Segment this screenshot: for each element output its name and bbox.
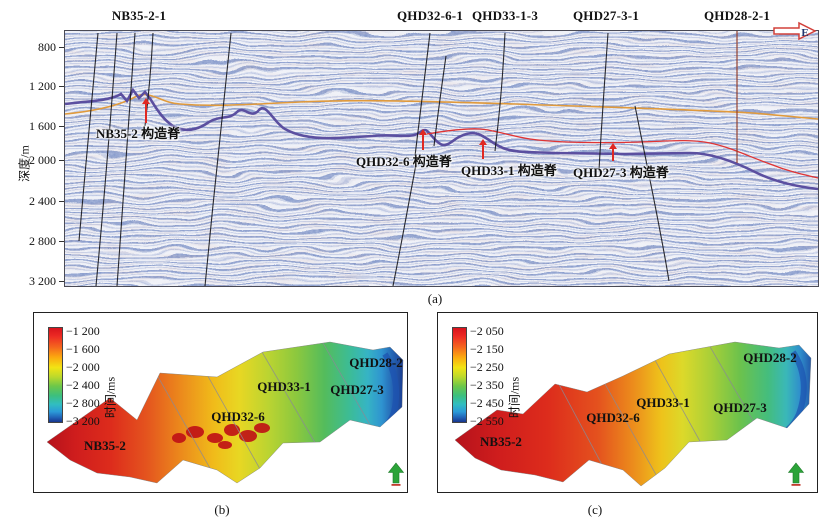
ridge-arrow-qhd27-3 bbox=[609, 143, 617, 161]
map-b-label-nb35-2: NB35-2 bbox=[84, 438, 126, 453]
north-arrow-b-icon bbox=[388, 462, 405, 486]
ridge-note-qhd27-3: QHD27-3 构造脊 bbox=[573, 165, 669, 180]
well-label-qhd32-6-1: QHD32-6-1 bbox=[396, 8, 464, 23]
colorbar-b-tick: −1 200 bbox=[66, 324, 100, 338]
map-b-label-qhd33-1: QHD33-1 bbox=[257, 379, 311, 394]
colorbar-c-tick: −2 550 bbox=[470, 414, 504, 428]
colorbar-b-tick: −2 000 bbox=[66, 360, 100, 374]
depth-tick-2000: 2 000 bbox=[29, 153, 56, 167]
seismic-section-image bbox=[65, 31, 818, 286]
depth-tick-3200: 3 200 bbox=[29, 274, 56, 288]
map-b-image bbox=[46, 341, 404, 484]
horizon-purple bbox=[65, 87, 818, 191]
map-c-image bbox=[454, 341, 812, 487]
well-label-nb35-2-1: NB35-2-1 bbox=[111, 8, 167, 23]
well-label-qhd28-2-1: QHD28-2-1 bbox=[703, 8, 771, 23]
ridge-arrow-nb35-2 bbox=[142, 98, 150, 123]
horizon-red bbox=[426, 128, 818, 179]
ridge-note-qhd33-1: QHD33-1 构造脊 bbox=[461, 163, 557, 178]
colorbar-c bbox=[452, 327, 467, 423]
colorbar-b-tick: −3 200 bbox=[66, 414, 100, 428]
map-c-label-qhd28-2: QHD28-2 bbox=[743, 350, 797, 365]
colorbar-c-tick: −2 050 bbox=[470, 324, 504, 338]
map-b-surface bbox=[46, 341, 404, 484]
ridge-note-qhd32-6: QHD32-6 构造脊 bbox=[356, 154, 452, 169]
colorbar-b-title: 时间/ms bbox=[103, 376, 118, 419]
colorbar-c-tick: −2 250 bbox=[470, 360, 504, 374]
well-label-qhd27-3-1: QHD27-3-1 bbox=[572, 8, 640, 23]
map-b-label-qhd32-6: QHD32-6 bbox=[211, 409, 265, 424]
depth-tickmark bbox=[59, 126, 64, 127]
map-c-label-qhd27-3: QHD27-3 bbox=[713, 400, 767, 415]
east-label: E bbox=[801, 27, 808, 39]
map-b-label-qhd27-3: QHD27-3 bbox=[330, 382, 384, 397]
well-label-qhd33-1-3: QHD33-1-3 bbox=[471, 8, 539, 23]
ridge-arrow-qhd32-6 bbox=[419, 129, 427, 150]
colorbar-b bbox=[48, 327, 63, 423]
ridge-note-nb35-2: NB35-2 构造脊 bbox=[96, 126, 181, 141]
depth-tickmark bbox=[59, 241, 64, 242]
horizon-orange bbox=[65, 93, 818, 120]
caption-a: (a) bbox=[427, 291, 443, 306]
caption-c: (c) bbox=[587, 502, 603, 517]
map-c-label-nb35-2: NB35-2 bbox=[480, 434, 522, 449]
map-c-blue-low bbox=[736, 437, 784, 464]
colorbar-c-title: 时间/ms bbox=[507, 376, 522, 419]
depth-tick-1600: 1 600 bbox=[29, 119, 56, 133]
fault-lines bbox=[78, 32, 670, 286]
colorbar-b-tick: −2 800 bbox=[66, 396, 100, 410]
depth-tickmark bbox=[59, 201, 64, 202]
caption-b: (b) bbox=[214, 502, 230, 517]
depth-tickmark bbox=[59, 86, 64, 87]
depth-tick-2800: 2 800 bbox=[29, 234, 56, 248]
colorbar-c-tick: −2 350 bbox=[470, 378, 504, 392]
depth-tickmark bbox=[59, 47, 64, 48]
ridge-arrow-qhd33-1 bbox=[479, 139, 487, 159]
colorbar-c-tick: −2 450 bbox=[470, 396, 504, 410]
depth-tick-1200: 1 200 bbox=[29, 79, 56, 93]
depth-tickmark bbox=[59, 160, 64, 161]
colorbar-c-tick: −2 150 bbox=[470, 342, 504, 356]
depth-tick-2400: 2 400 bbox=[29, 194, 56, 208]
colorbar-b-tick: −1 600 bbox=[66, 342, 100, 356]
colorbar-b-tick: −2 400 bbox=[66, 378, 100, 392]
map-c-label-qhd32-6: QHD32-6 bbox=[586, 410, 640, 425]
map-b-label-qhd28-2: QHD28-2 bbox=[349, 355, 403, 370]
depth-tickmark bbox=[59, 281, 64, 282]
north-arrow-c-icon bbox=[788, 462, 805, 486]
depth-tick-800: 800 bbox=[38, 40, 56, 54]
map-c-label-qhd33-1: QHD33-1 bbox=[636, 395, 690, 410]
east-arrow-icon: E bbox=[773, 21, 817, 41]
seismic-panel bbox=[64, 30, 819, 287]
